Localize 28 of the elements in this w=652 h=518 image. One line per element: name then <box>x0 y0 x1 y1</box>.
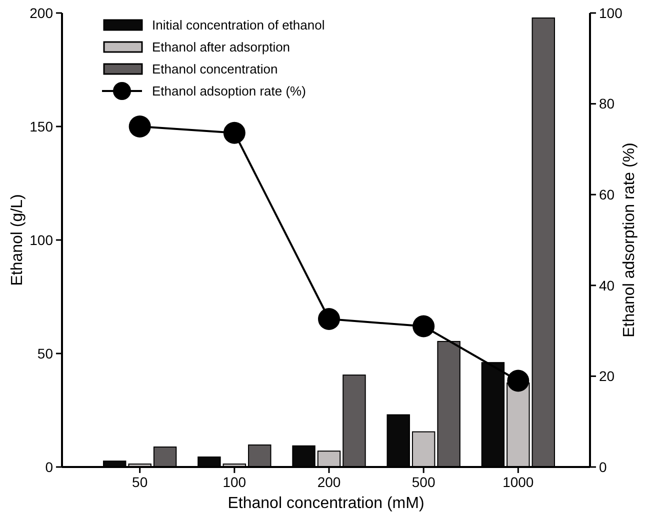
y-tick-label: 50 <box>37 345 54 362</box>
legend-label: Ethanol adsoption rate (%) <box>152 84 306 99</box>
y2-tick-label: 40 <box>599 277 615 294</box>
legend-label: Ethanol concentration <box>152 62 278 77</box>
point <box>223 122 246 144</box>
y-tick-label: 150 <box>30 118 54 134</box>
y2-tick-label: 0 <box>599 458 607 475</box>
y2-tick-label: 100 <box>599 4 623 21</box>
x-tick-label: 200 <box>317 474 341 490</box>
y-tick-label: 200 <box>30 4 54 21</box>
y2-axis-title: Ethanol adsorption rate (%) <box>621 142 638 338</box>
y2-tick-label: 20 <box>599 368 615 384</box>
legend-label: Ethanol after adsorption <box>152 40 290 55</box>
x-tick-label: 50 <box>132 474 148 490</box>
legend-label: Initial concentration of ethanol <box>152 18 325 33</box>
y2-tick-label: 80 <box>599 96 615 112</box>
y-tick-label: 100 <box>30 232 54 248</box>
x-tick-label: 100 <box>222 474 246 490</box>
y-tick-label: 0 <box>45 458 54 475</box>
y-axis-title: Ethanol (g/L) <box>9 194 26 286</box>
x-tick-label: 1000 <box>502 474 534 490</box>
x-tick-label: 500 <box>412 474 436 490</box>
point <box>318 308 340 330</box>
x-axis-title: Ethanol concentration (mM) <box>228 495 424 512</box>
y2-tick-label: 60 <box>599 186 615 202</box>
point <box>128 116 151 138</box>
point <box>412 315 435 338</box>
point <box>507 370 530 392</box>
